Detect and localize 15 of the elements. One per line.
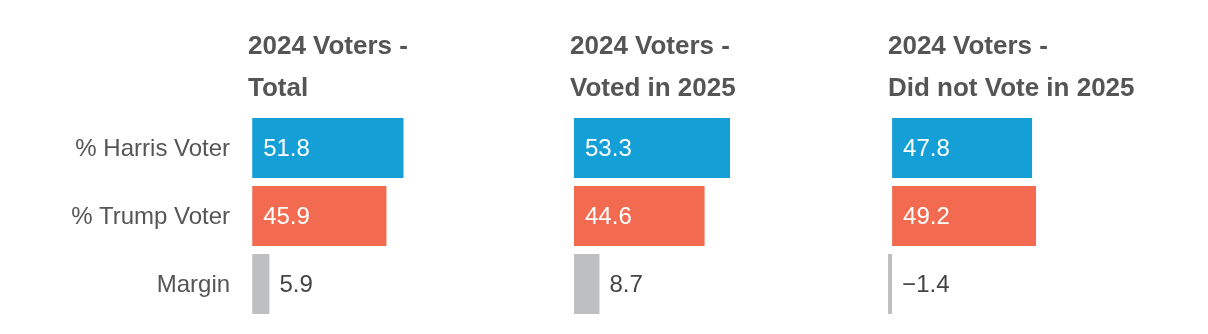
- data-label: 8.7: [609, 269, 643, 297]
- data-label: 51.8: [263, 133, 310, 161]
- y-tick-label: % Trump Voter: [71, 201, 231, 229]
- data-label: 53.3: [585, 133, 632, 161]
- chart-title: 2024 Voters - Voted in 2025: [570, 29, 736, 104]
- data-label: 44.6: [585, 201, 632, 229]
- chart-title: 2024 Voters - Total: [248, 29, 408, 104]
- data-label: −1.4: [902, 269, 950, 297]
- y-tick-label: Margin: [156, 269, 231, 297]
- data-label: 49.2: [903, 201, 950, 229]
- data-label: 5.9: [279, 269, 313, 297]
- data-label: 45.9: [263, 201, 310, 229]
- chart-title: 2024 Voters - Did not Vote in 2025: [887, 29, 1135, 104]
- data-label: 47.8: [903, 133, 950, 161]
- y-tick-label: % Harris Voter: [75, 133, 231, 161]
